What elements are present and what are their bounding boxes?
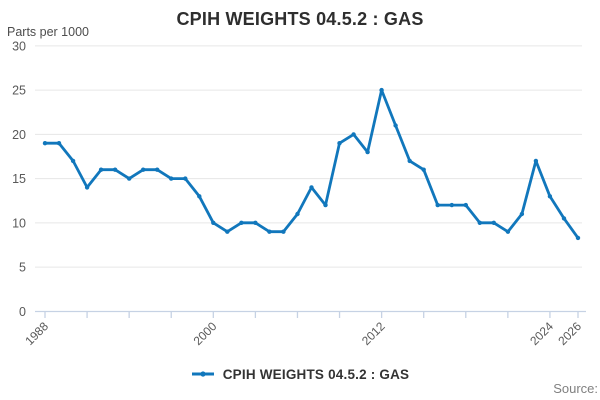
data-point-1996[interactable] [155,167,160,172]
x-tick-label-2000: 2000 [191,319,220,348]
data-point-2014[interactable] [407,158,412,164]
data-point-1989[interactable] [56,141,62,146]
data-point-1993[interactable] [112,167,118,172]
data-point-2001[interactable] [225,229,230,234]
y-tick-label-5: 5 [19,261,26,275]
legend: CPIH WEIGHTS 04.5.2 : GAS [0,363,600,385]
data-point-2015[interactable] [421,167,426,172]
data-point-2007[interactable] [309,185,314,190]
data-point-1995[interactable] [141,167,146,172]
x-tick-label-2012: 2012 [359,319,388,348]
data-point-1994[interactable] [127,176,132,181]
data-point-2025[interactable] [561,216,567,221]
data-point-2020[interactable] [491,220,496,225]
x-tick-label-2024: 2024 [527,319,556,348]
x-tick-label-1988: 1988 [22,319,51,348]
x-tick-label-2026: 2026 [555,319,584,348]
y-tick-label-0: 0 [19,305,26,319]
data-point-2011[interactable] [365,149,370,155]
data-point-2005[interactable] [281,229,286,234]
data-point-2010[interactable] [351,132,356,137]
y-tick-label-10: 10 [12,216,26,230]
data-point-2018[interactable] [463,202,468,208]
data-point-1992[interactable] [98,167,104,172]
y-tick-label-20: 20 [12,128,26,142]
data-point-2000[interactable] [211,220,216,225]
data-point-2024[interactable] [547,194,553,199]
data-point-2008[interactable] [323,202,328,208]
legend-label: CPIH WEIGHTS 04.5.2 : GAS [222,366,410,382]
data-point-2002[interactable] [239,220,244,225]
data-point-2013[interactable] [393,123,398,128]
y-tick-label-25: 25 [12,84,26,98]
data-point-2004[interactable] [267,229,272,234]
data-point-1997[interactable] [169,176,174,181]
legend-line-marker-icon [191,370,215,378]
legend-item-gas[interactable]: CPIH WEIGHTS 04.5.2 : GAS [191,367,410,382]
y-tick-label-15: 15 [12,172,26,186]
y-axis-unit-label: Parts per 1000 [7,25,89,39]
data-point-1991[interactable] [84,185,90,190]
data-point-2016[interactable] [435,202,440,208]
data-point-2003[interactable] [253,220,258,225]
data-point-1998[interactable] [183,176,188,181]
series-line-gas-weights [43,88,580,240]
data-point-1988[interactable] [42,141,48,146]
data-point-1999[interactable] [197,194,202,199]
data-point-2009[interactable] [337,141,342,146]
data-point-2026[interactable] [575,235,581,241]
data-point-1990[interactable] [70,158,76,164]
source-label: Source: [553,381,598,396]
line-chart-plot-area: 0 5 10 15 20 25 30 1988 2000 2012 2024 2026 [12,39,586,348]
data-point-2006[interactable] [295,211,300,217]
data-point-2012[interactable] [379,87,384,93]
data-point-2019[interactable] [477,220,482,225]
data-point-2022[interactable] [519,211,525,217]
data-point-2023[interactable] [533,158,539,164]
data-point-2017[interactable] [449,202,454,208]
data-point-2021[interactable] [505,229,511,234]
y-tick-label-30: 30 [12,39,26,53]
chart-title: CPIH WEIGHTS 04.5.2 : GAS [176,9,424,29]
